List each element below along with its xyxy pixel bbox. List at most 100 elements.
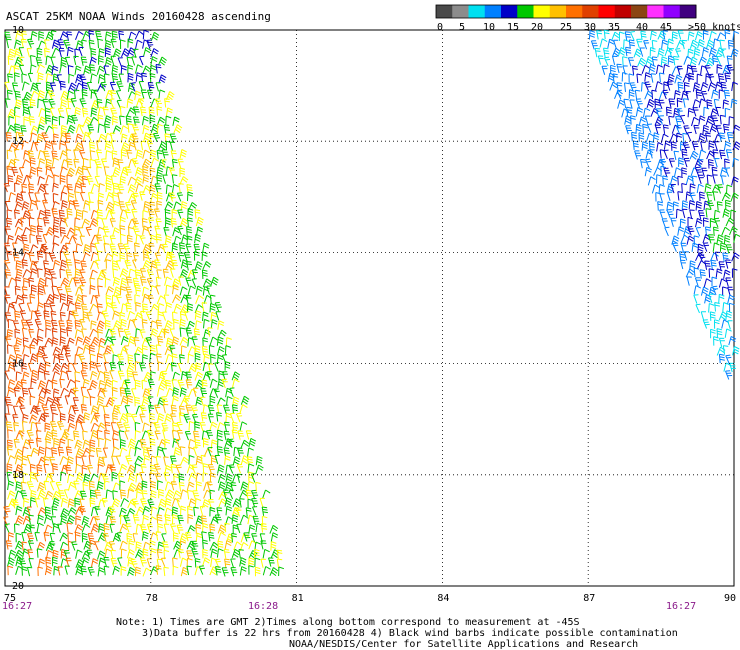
wind-barb <box>57 39 65 49</box>
wind-barb <box>27 72 34 83</box>
wind-barb <box>139 524 147 534</box>
wind-barb <box>729 226 738 236</box>
wind-barb <box>18 167 25 177</box>
wind-barb <box>134 463 142 473</box>
wind-barb <box>247 463 255 473</box>
wind-barb <box>651 89 657 100</box>
wind-barb <box>7 404 13 414</box>
wind-barb <box>28 217 35 227</box>
wind-barb <box>52 242 60 252</box>
wind-barb <box>72 387 79 397</box>
wind-barb <box>221 567 229 577</box>
wind-barb <box>648 63 656 74</box>
wind-barb <box>239 514 249 524</box>
wind-barb <box>80 370 88 380</box>
wind-barb <box>689 209 695 219</box>
wind-barb <box>7 379 16 389</box>
wind-barb <box>120 133 128 144</box>
wind-barb <box>186 184 193 194</box>
wind-barb <box>83 116 93 126</box>
wind-barb <box>109 98 115 108</box>
wind-barb <box>697 243 704 254</box>
wind-barb <box>132 124 140 134</box>
wind-barb <box>163 227 170 237</box>
wind-barb <box>150 31 160 41</box>
wind-barb <box>165 115 172 126</box>
wind-barb <box>171 395 179 405</box>
wind-barb <box>217 346 225 356</box>
wind-barb <box>66 319 73 330</box>
wind-barb <box>21 183 28 193</box>
wind-barb <box>632 65 638 75</box>
wind-barb <box>171 174 178 184</box>
wind-barb <box>30 284 37 295</box>
wind-barb <box>231 532 237 543</box>
wind-barb <box>683 82 690 92</box>
wind-barb <box>20 490 28 500</box>
wind-barb <box>60 259 68 270</box>
wind-barb <box>119 268 129 278</box>
wind-barb <box>134 166 143 177</box>
wind-barb <box>201 379 208 389</box>
wind-barb <box>90 320 97 330</box>
wind-barb <box>217 473 226 484</box>
wind-barb <box>214 362 220 372</box>
wind-barb <box>109 328 117 338</box>
wind-barb <box>35 200 41 210</box>
wind-barb <box>57 523 63 533</box>
wind-barb <box>90 523 100 533</box>
wind-barb <box>708 140 715 150</box>
wind-barb <box>154 430 161 440</box>
wind-barb <box>49 167 55 177</box>
wind-barb <box>596 30 603 40</box>
wind-barb <box>22 371 30 381</box>
wind-barb <box>75 73 84 84</box>
wind-barb <box>194 558 201 568</box>
wind-barb <box>201 269 208 280</box>
wind-barb <box>26 48 32 58</box>
lat-label: -16 <box>6 359 24 370</box>
wind-barb <box>48 98 56 109</box>
wind-barb <box>98 437 104 448</box>
wind-barb <box>59 413 66 423</box>
wind-barb <box>94 516 100 526</box>
wind-barb <box>111 471 118 482</box>
wind-barb <box>117 328 124 338</box>
wind-barb <box>37 489 46 499</box>
wind-barb <box>52 193 59 203</box>
wind-barb <box>713 226 719 237</box>
wind-barb <box>624 31 632 41</box>
wind-barb <box>675 48 682 58</box>
wind-barb <box>695 89 702 99</box>
wind-barb <box>23 497 30 508</box>
wind-barb <box>45 556 52 567</box>
wind-barb <box>127 72 134 83</box>
wind-barb <box>23 116 30 126</box>
wind-barb <box>59 378 65 389</box>
wind-barb <box>109 344 115 354</box>
wind-barb <box>649 30 657 41</box>
legend-label: 35 <box>608 22 620 33</box>
wind-barb <box>708 303 715 313</box>
wind-barb <box>162 429 168 439</box>
wind-barb <box>705 208 711 218</box>
wind-barb <box>111 30 118 41</box>
wind-barb <box>120 125 129 135</box>
wind-barb <box>149 412 155 423</box>
wind-barb <box>53 225 59 235</box>
wind-barb <box>133 141 139 151</box>
wind-barb <box>186 481 195 491</box>
wind-barb <box>119 413 129 422</box>
wind-barb <box>722 99 729 109</box>
wind-barb <box>149 472 156 482</box>
wind-barb <box>30 378 37 388</box>
wind-barb <box>21 319 28 329</box>
wind-barb <box>66 124 76 134</box>
wind-barb <box>19 558 26 568</box>
wind-barb <box>239 566 247 576</box>
note-line-1: Note: 1) Times are GMT 2)Times along bot… <box>116 617 580 628</box>
wind-barb <box>119 387 126 397</box>
wind-barb <box>26 566 33 577</box>
wind-barb <box>666 106 672 117</box>
wind-barb <box>193 328 200 338</box>
